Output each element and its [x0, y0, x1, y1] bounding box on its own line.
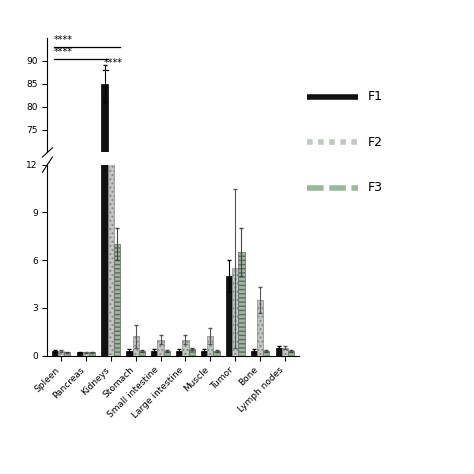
Bar: [83, 352, 89, 356]
Bar: [176, 351, 182, 356]
Text: F3: F3: [368, 181, 383, 194]
Bar: [64, 472, 71, 473]
Bar: [257, 457, 263, 473]
Bar: [282, 347, 288, 356]
Bar: [157, 468, 164, 473]
Bar: [114, 441, 120, 473]
Bar: [133, 467, 139, 473]
Bar: [139, 472, 145, 473]
Bar: [226, 450, 232, 473]
Bar: [251, 472, 257, 473]
Bar: [263, 351, 269, 356]
Bar: [201, 472, 207, 473]
Bar: [263, 472, 269, 473]
Bar: [232, 268, 238, 356]
Bar: [83, 472, 89, 473]
Bar: [58, 472, 64, 473]
Bar: [182, 339, 189, 356]
Bar: [207, 337, 213, 356]
Bar: [157, 339, 164, 356]
Bar: [151, 351, 157, 356]
Bar: [101, 0, 108, 356]
Bar: [275, 471, 282, 473]
Bar: [52, 351, 58, 356]
Bar: [139, 351, 145, 356]
Bar: [182, 468, 189, 473]
Bar: [108, 372, 114, 473]
Bar: [127, 472, 133, 473]
Bar: [288, 351, 294, 356]
Bar: [89, 472, 95, 473]
Bar: [108, 6, 114, 356]
Bar: [164, 351, 170, 356]
Bar: [77, 472, 83, 473]
Text: ****: ****: [54, 35, 73, 45]
Bar: [201, 351, 207, 356]
Bar: [207, 467, 213, 473]
Bar: [114, 244, 120, 356]
Bar: [164, 472, 170, 473]
Bar: [189, 471, 195, 473]
Bar: [232, 448, 238, 473]
Bar: [251, 351, 257, 356]
Bar: [275, 347, 282, 356]
Bar: [288, 472, 294, 473]
Text: F1: F1: [368, 90, 383, 103]
Bar: [282, 471, 288, 473]
Bar: [213, 351, 219, 356]
Bar: [52, 472, 58, 473]
Bar: [238, 252, 245, 356]
Bar: [189, 349, 195, 356]
Text: ****: ****: [103, 58, 122, 68]
Text: F2: F2: [368, 136, 383, 149]
Bar: [77, 352, 83, 356]
Bar: [213, 472, 219, 473]
Bar: [257, 300, 263, 356]
Bar: [226, 276, 232, 356]
Bar: [176, 472, 182, 473]
Bar: [101, 84, 108, 473]
Bar: [238, 443, 245, 473]
Text: ****: ****: [54, 47, 73, 57]
Bar: [133, 337, 139, 356]
Bar: [89, 352, 95, 356]
Bar: [127, 351, 133, 356]
Bar: [64, 352, 71, 356]
Bar: [58, 351, 64, 356]
Bar: [151, 472, 157, 473]
